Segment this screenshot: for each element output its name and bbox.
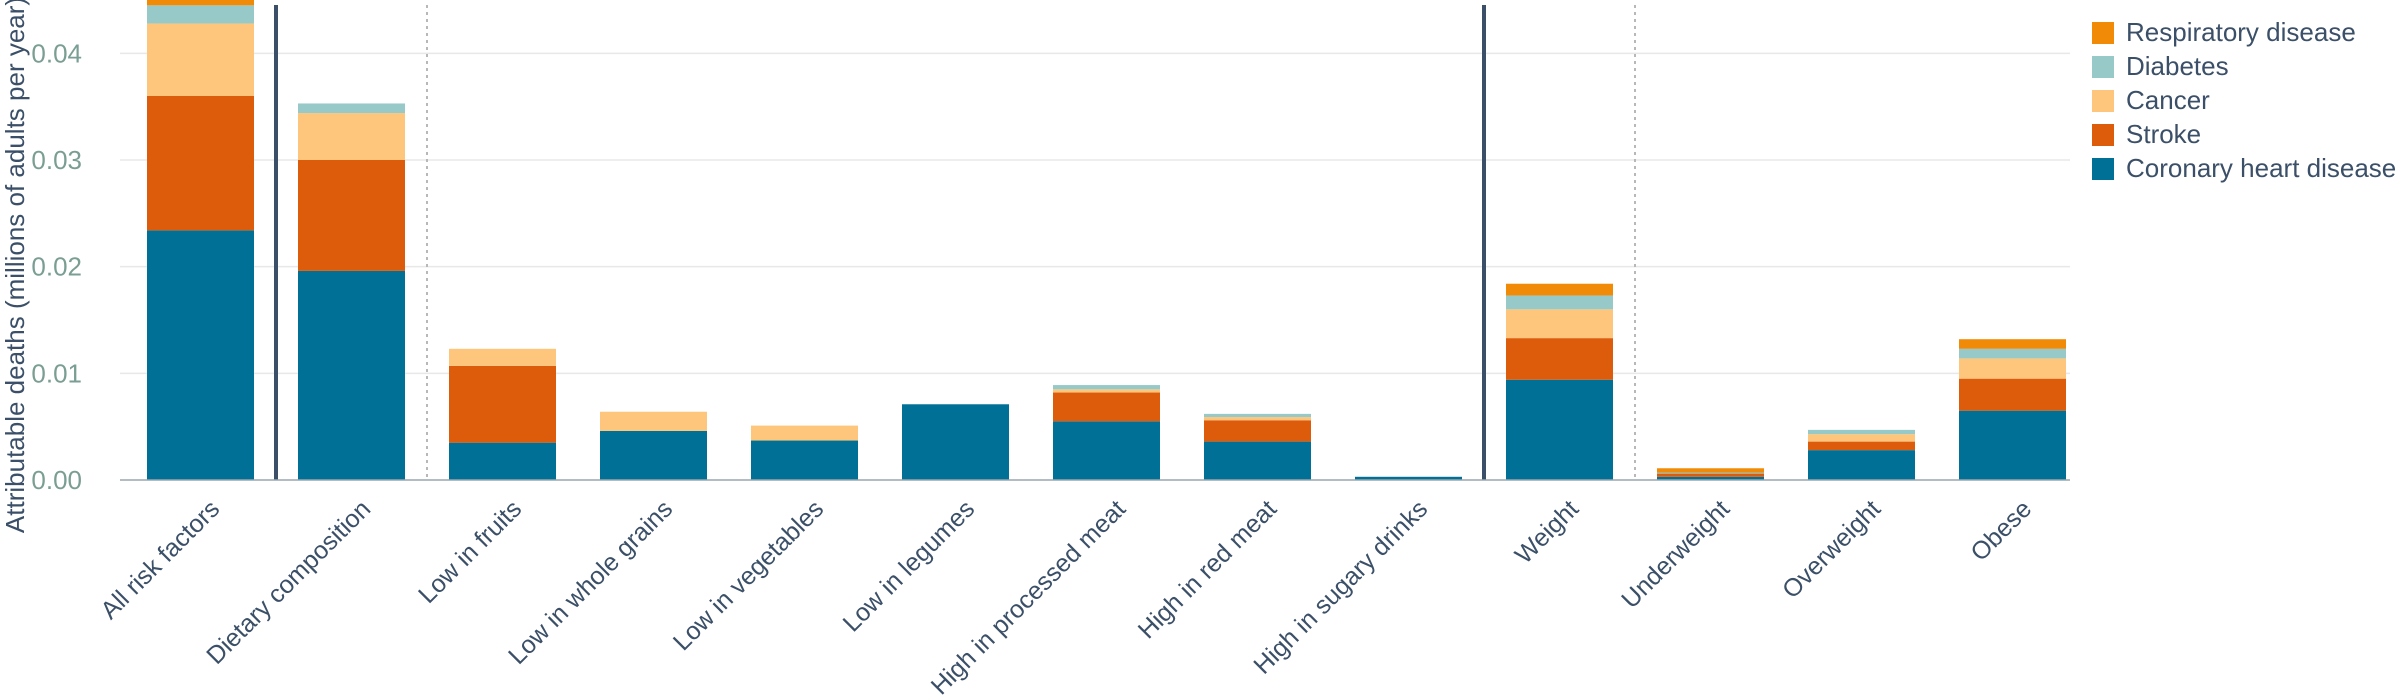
x-tick-label: High in sugary drinks [1248, 495, 1433, 680]
bar-segment [600, 430, 707, 480]
bar-segment [1204, 420, 1311, 442]
y-tick-label: 0.00 [31, 465, 82, 495]
bar-segment [1959, 339, 2066, 349]
bar-segment [751, 425, 858, 441]
bar-segment [1808, 434, 1915, 442]
legend-label: Diabetes [2126, 51, 2229, 81]
bar-segment [902, 404, 1009, 480]
bar-segment [147, 230, 254, 480]
bar-segment [1506, 283, 1613, 296]
x-tick-label: Low in whole grains [503, 495, 678, 670]
bar-segment [1657, 468, 1764, 473]
bar-segment [1808, 441, 1915, 451]
bar-segment [1204, 417, 1311, 421]
y-tick-label: 0.03 [31, 145, 82, 175]
bar-segment [1959, 358, 2066, 379]
legend-label: Stroke [2126, 119, 2201, 149]
legend-swatch [2092, 56, 2114, 78]
bar-segment [1506, 295, 1613, 310]
bar-segment [1657, 473, 1764, 477]
bar-segment [600, 411, 707, 431]
x-tick-label: All risk factors [95, 495, 225, 625]
x-tick-label: Weight [1510, 495, 1585, 570]
bar-segment [1053, 385, 1160, 390]
bar-segment [1506, 338, 1613, 380]
x-tick-label: Underweight [1616, 495, 1735, 614]
bar-segment [298, 103, 405, 114]
bar-segment [298, 113, 405, 160]
bar-segment [449, 365, 556, 443]
x-tick-label: Dietary composition [201, 495, 376, 670]
x-tick-label: Low in vegetables [668, 495, 829, 656]
y-tick-label: 0.01 [31, 358, 82, 388]
bar-segment [1053, 389, 1160, 393]
y-axis-label: Attributable deaths (millions of adults … [0, 0, 30, 533]
bar-segment [751, 440, 858, 480]
bar-segment [147, 0, 254, 6]
x-tick-label: Low in legumes [838, 495, 981, 638]
legend-label: Coronary heart disease [2126, 153, 2396, 183]
bar-segment [298, 160, 405, 271]
bar-segment [1959, 410, 2066, 480]
group-separators [274, 5, 1636, 480]
bar-segment [1204, 413, 1311, 418]
legend-label: Cancer [2126, 85, 2210, 115]
bar-segment [298, 270, 405, 480]
bar-segment [1808, 450, 1915, 480]
legend-swatch [2092, 90, 2114, 112]
bars [147, 0, 2066, 480]
bar-segment [147, 5, 254, 24]
y-tick-labels: 0.00 0.01 0.02 0.03 0.04 [31, 38, 82, 495]
bar-segment [147, 23, 254, 96]
bar-segment [449, 348, 556, 366]
bar-segment [1506, 379, 1613, 480]
bar-segment [147, 96, 254, 231]
legend: Respiratory disease Diabetes Cancer Stroke C… [2092, 17, 2396, 183]
x-tick-label: Overweight [1777, 495, 1886, 604]
bar-segment [1204, 441, 1311, 480]
legend-swatch [2092, 158, 2114, 180]
x-tick-label: High in red meat [1133, 495, 1283, 645]
bar-segment [1657, 472, 1764, 474]
gridlines [120, 52, 2070, 375]
bar-segment [1506, 309, 1613, 339]
bar-segment [1053, 392, 1160, 422]
bar-segment [1657, 476, 1764, 480]
bar-segment [1959, 378, 2066, 411]
bar-segment [1959, 348, 2066, 359]
legend-label: Respiratory disease [2126, 17, 2356, 47]
bar-segment [449, 442, 556, 480]
bar-segment [1355, 476, 1462, 480]
legend-swatch [2092, 22, 2114, 44]
bar-segment [1808, 429, 1915, 435]
y-tick-label: 0.02 [31, 252, 82, 282]
bar-segment [1053, 421, 1160, 480]
x-tick-label: Obese [1965, 495, 2037, 567]
x-tick-label: Low in fruits [413, 495, 527, 609]
legend-swatch [2092, 124, 2114, 146]
y-tick-label: 0.04 [31, 38, 82, 68]
